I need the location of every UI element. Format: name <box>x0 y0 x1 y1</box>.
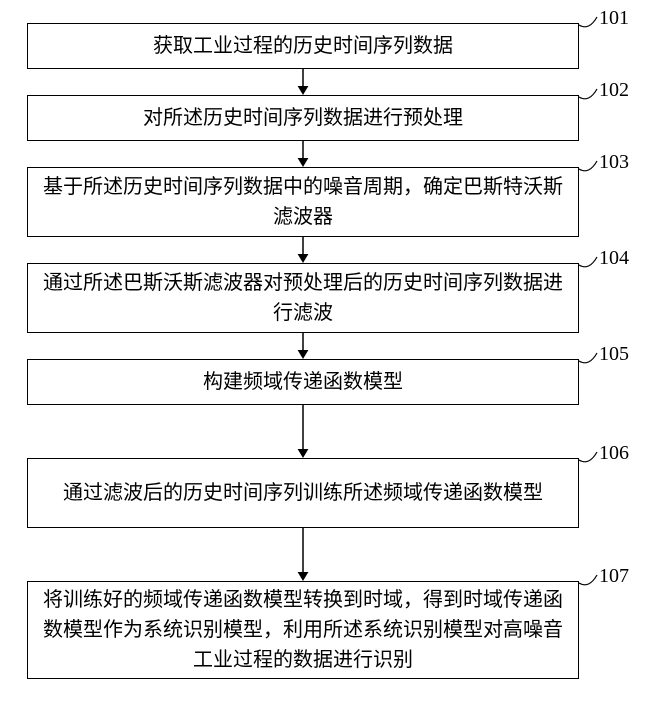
flow-node-7: 将训练好的频域传递函数模型转换到时域，得到时域传递函数模型作为系统识别模型，利用… <box>27 581 579 679</box>
flow-node-callout-4: 104 <box>599 247 629 270</box>
flow-node-label: 通过滤波后的历史时间序列训练所述频域传递函数模型 <box>63 478 543 508</box>
flow-node-4: 通过所述巴斯沃斯滤波器对预处理后的历史时间序列数据进行滤波 <box>27 263 579 333</box>
flow-node-callout-6: 106 <box>599 442 629 465</box>
flow-node-callout-5: 105 <box>599 343 629 366</box>
flow-node-callout-7: 107 <box>599 565 629 588</box>
flow-node-label: 基于所述历史时间序列数据中的噪音周期，确定巴斯特沃斯滤波器 <box>38 172 568 232</box>
flow-node-2: 对所述历史时间序列数据进行预处理 <box>27 95 579 141</box>
flow-node-3: 基于所述历史时间序列数据中的噪音周期，确定巴斯特沃斯滤波器 <box>27 167 579 237</box>
flowchart-canvas: 获取工业过程的历史时间序列数据 101 对所述历史时间序列数据进行预处理 102 基于所… <box>0 0 657 727</box>
flow-node-5: 构建频域传递函数模型 <box>27 359 579 405</box>
flow-node-callout-3: 103 <box>599 151 629 174</box>
flow-node-label: 通过所述巴斯沃斯滤波器对预处理后的历史时间序列数据进行滤波 <box>38 268 568 328</box>
flow-node-1: 获取工业过程的历史时间序列数据 <box>27 23 579 69</box>
flow-node-6: 通过滤波后的历史时间序列训练所述频域传递函数模型 <box>27 458 579 528</box>
flow-node-label: 构建频域传递函数模型 <box>203 367 403 397</box>
flow-node-label: 对所述历史时间序列数据进行预处理 <box>143 103 463 133</box>
flow-node-label: 将训练好的频域传递函数模型转换到时域，得到时域传递函数模型作为系统识别模型，利用… <box>38 585 568 675</box>
flow-node-callout-1: 101 <box>599 7 629 30</box>
flow-node-callout-2: 102 <box>599 79 629 102</box>
flow-node-label: 获取工业过程的历史时间序列数据 <box>153 31 453 61</box>
